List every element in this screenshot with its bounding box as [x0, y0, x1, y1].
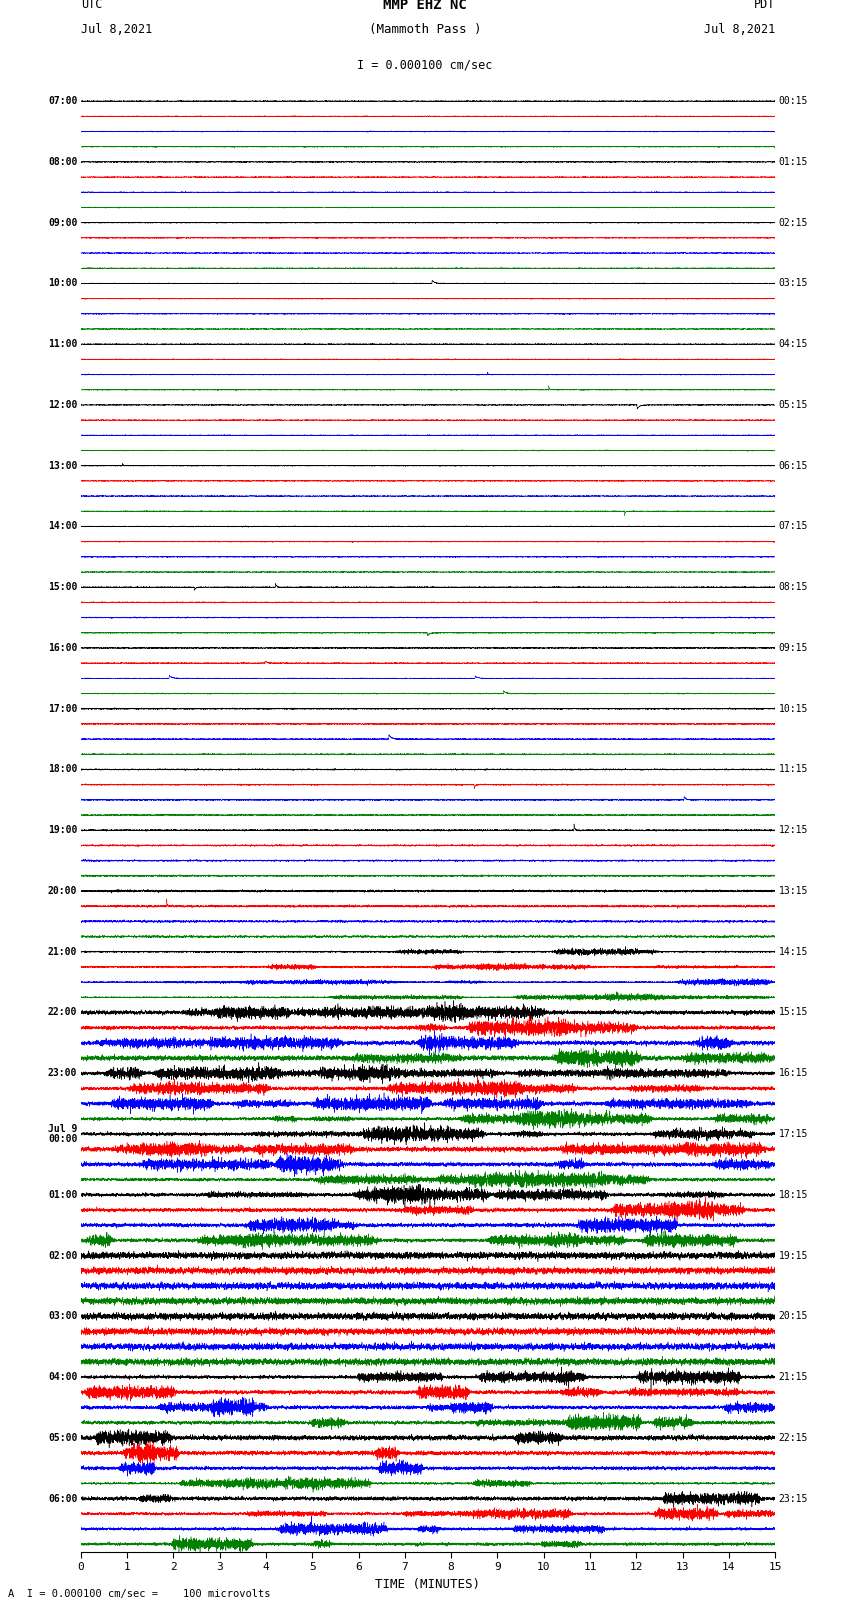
- Text: 08:00: 08:00: [48, 156, 77, 166]
- Text: (Mammoth Pass ): (Mammoth Pass ): [369, 24, 481, 37]
- Text: 17:15: 17:15: [779, 1129, 808, 1139]
- Text: 08:15: 08:15: [779, 582, 808, 592]
- Text: 04:00: 04:00: [48, 1373, 77, 1382]
- Text: PDT: PDT: [754, 0, 775, 11]
- Text: 19:00: 19:00: [48, 826, 77, 836]
- Text: Jul 9: Jul 9: [48, 1124, 77, 1134]
- Text: 12:00: 12:00: [48, 400, 77, 410]
- Text: 07:15: 07:15: [779, 521, 808, 531]
- Text: 21:00: 21:00: [48, 947, 77, 957]
- Text: UTC: UTC: [81, 0, 102, 11]
- Text: 20:15: 20:15: [779, 1311, 808, 1321]
- Text: 15:00: 15:00: [48, 582, 77, 592]
- Text: 05:15: 05:15: [779, 400, 808, 410]
- Text: 03:15: 03:15: [779, 279, 808, 289]
- Text: 13:00: 13:00: [48, 461, 77, 471]
- Text: 23:15: 23:15: [779, 1494, 808, 1503]
- Text: 05:00: 05:00: [48, 1432, 77, 1442]
- Text: 02:00: 02:00: [48, 1250, 77, 1260]
- Text: 10:00: 10:00: [48, 279, 77, 289]
- Text: 06:15: 06:15: [779, 461, 808, 471]
- Text: 15:15: 15:15: [779, 1008, 808, 1018]
- Text: 09:15: 09:15: [779, 644, 808, 653]
- Text: 18:00: 18:00: [48, 765, 77, 774]
- Text: 16:15: 16:15: [779, 1068, 808, 1077]
- Text: 00:00: 00:00: [48, 1134, 77, 1144]
- Text: 12:15: 12:15: [779, 826, 808, 836]
- Text: 01:15: 01:15: [779, 156, 808, 166]
- Text: 23:00: 23:00: [48, 1068, 77, 1077]
- Text: 07:00: 07:00: [48, 97, 77, 106]
- Text: 13:15: 13:15: [779, 886, 808, 895]
- Text: 04:15: 04:15: [779, 339, 808, 348]
- Text: 01:00: 01:00: [48, 1190, 77, 1200]
- Text: 22:15: 22:15: [779, 1432, 808, 1442]
- Text: 00:15: 00:15: [779, 97, 808, 106]
- Text: 10:15: 10:15: [779, 703, 808, 713]
- Text: 03:00: 03:00: [48, 1311, 77, 1321]
- Text: Jul 8,2021: Jul 8,2021: [81, 24, 152, 37]
- Text: MMP EHZ NC: MMP EHZ NC: [383, 0, 467, 11]
- Text: 11:00: 11:00: [48, 339, 77, 348]
- Text: 17:00: 17:00: [48, 703, 77, 713]
- Text: 11:15: 11:15: [779, 765, 808, 774]
- Text: Jul 8,2021: Jul 8,2021: [704, 24, 775, 37]
- Text: 21:15: 21:15: [779, 1373, 808, 1382]
- Text: 20:00: 20:00: [48, 886, 77, 895]
- Text: I = 0.000100 cm/sec: I = 0.000100 cm/sec: [357, 60, 493, 73]
- Text: 18:15: 18:15: [779, 1190, 808, 1200]
- Text: 09:00: 09:00: [48, 218, 77, 227]
- Text: 22:00: 22:00: [48, 1008, 77, 1018]
- Text: A  I = 0.000100 cm/sec =    100 microvolts: A I = 0.000100 cm/sec = 100 microvolts: [8, 1589, 271, 1598]
- Text: 19:15: 19:15: [779, 1250, 808, 1260]
- Text: 16:00: 16:00: [48, 644, 77, 653]
- Text: 14:00: 14:00: [48, 521, 77, 531]
- Text: 02:15: 02:15: [779, 218, 808, 227]
- Text: 06:00: 06:00: [48, 1494, 77, 1503]
- X-axis label: TIME (MINUTES): TIME (MINUTES): [376, 1578, 480, 1590]
- Text: 14:15: 14:15: [779, 947, 808, 957]
